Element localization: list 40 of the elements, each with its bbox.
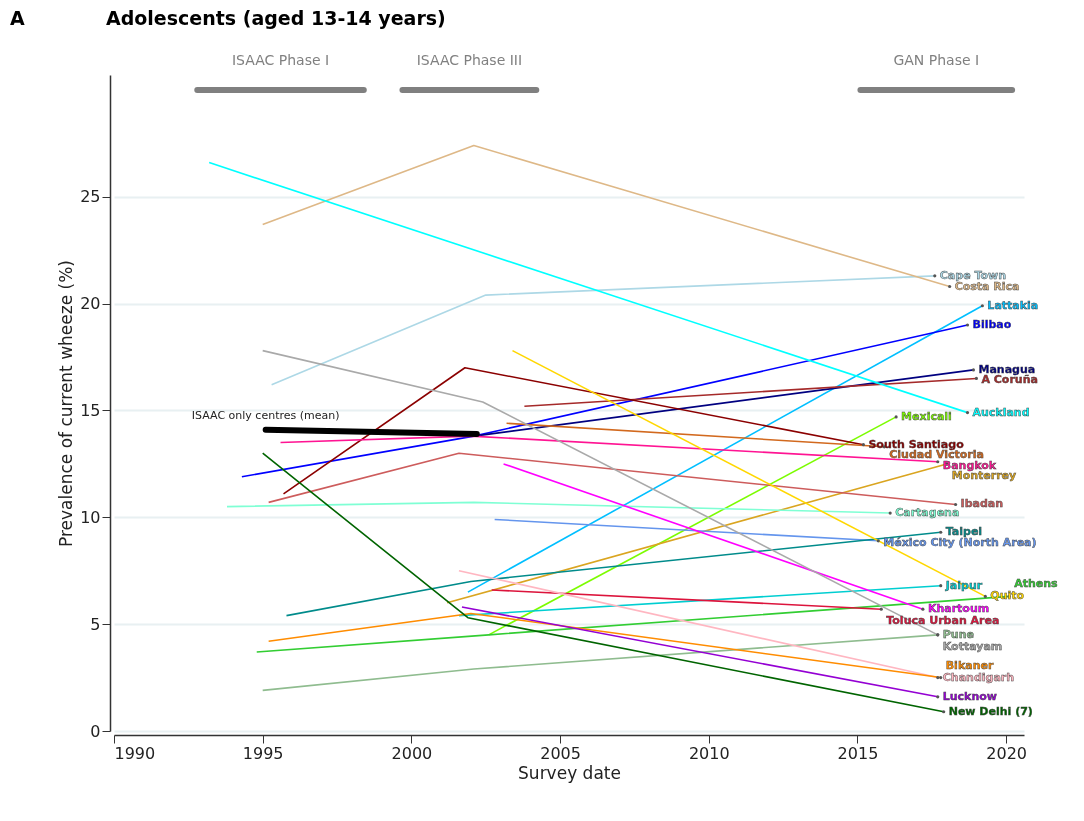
chart-title: Adolescents (aged 13-14 years) (106, 7, 446, 29)
series-label: GAN Phase I (893, 51, 980, 68)
series-label: Khartoum (927, 602, 990, 616)
series-label: New Delhi (7) (948, 704, 1033, 718)
series-label: Cape Town (939, 268, 1007, 282)
series-label: Bikaner (945, 658, 994, 672)
x-tick-label: 2015 (837, 743, 879, 763)
series-label: Athens (1014, 577, 1059, 591)
series-label: Kottayam (942, 639, 1003, 653)
series-label: Quito (990, 589, 1025, 603)
y-axis-title: Prevalence of current wheeze (%) (56, 260, 77, 547)
y-tick-label: 10 (80, 507, 101, 527)
series-label: Toluca Urban Area (886, 614, 1000, 628)
y-tick-label: 0 (90, 721, 101, 741)
x-tick-label: 2000 (391, 743, 433, 763)
series-label: Bilbao (972, 318, 1012, 332)
y-tick-label: 15 (80, 400, 101, 420)
series-label: Lucknow (942, 689, 997, 703)
series-label: Auckland (972, 405, 1030, 419)
series-label: ISAAC only centres (mean) (191, 408, 340, 422)
series-label: Managua (978, 362, 1036, 376)
y-tick-label: 20 (80, 294, 101, 314)
x-tick-label: 1990 (114, 743, 156, 763)
series-label: Chandigarh (942, 670, 1015, 684)
series-label: Lattakia (987, 298, 1039, 312)
series-label: ISAAC Phase III (416, 51, 523, 68)
x-tick-label: 2020 (986, 743, 1028, 763)
text: A (10, 7, 25, 29)
series-label: Cartagena (895, 506, 960, 520)
series-label: Mexicali (901, 409, 952, 423)
series-label: Pune (942, 627, 974, 641)
y-tick-label: 25 (80, 187, 101, 207)
x-tick-label: 2005 (540, 743, 581, 763)
x-tick-label: 1995 (242, 743, 284, 763)
x-tick-label: 2010 (688, 743, 730, 763)
x-axis-title: Survey date (518, 762, 621, 783)
y-tick-label: 5 (90, 614, 101, 634)
series-label: Ibadan (960, 497, 1004, 511)
series-label: ISAAC Phase I (231, 51, 330, 68)
series-label: Taipei (945, 525, 983, 539)
